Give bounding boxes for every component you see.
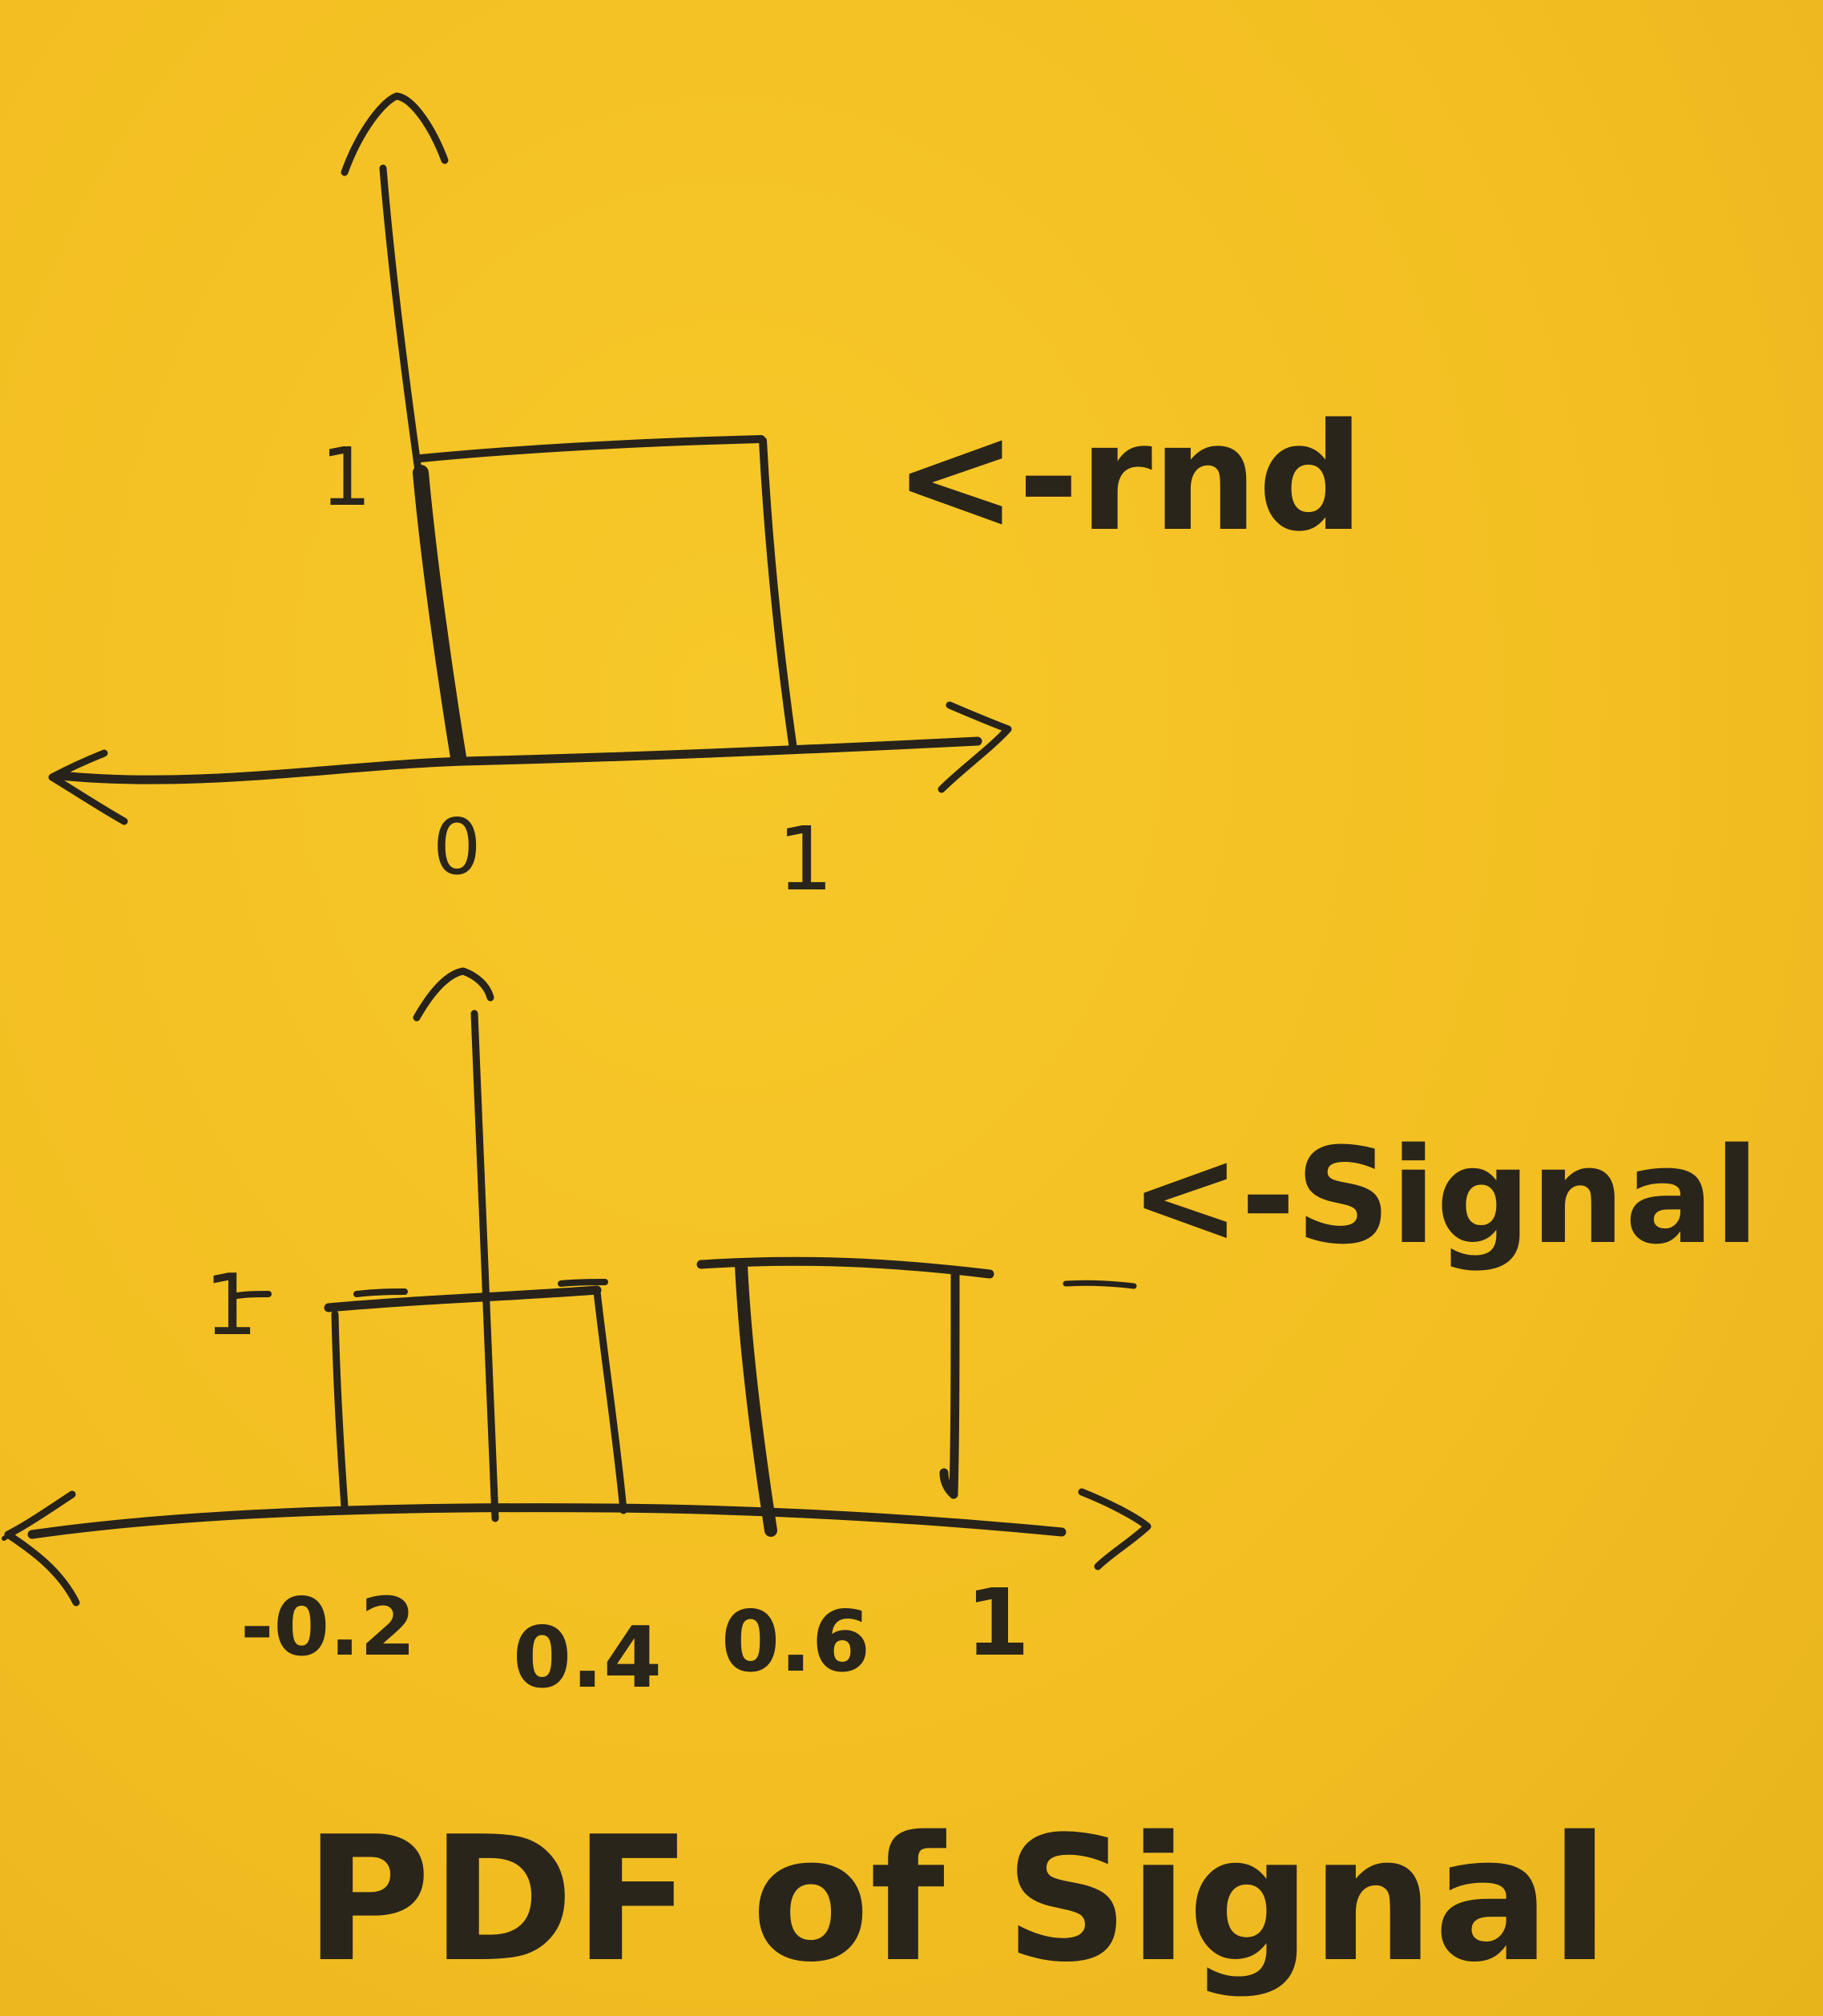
bottom-y-tick-dash [229,1291,272,1300]
bottom-x-tick-0-6: 0.6 [721,1593,870,1691]
bottom-y-tick-label: 1 [204,1256,258,1354]
bottom-x-tick-1: 1 [966,1570,1030,1677]
top-box-top-edge [417,435,765,462]
top-y-tick-label: 1 [321,430,372,524]
bottom-y-axis-arrowhead [413,967,494,1022]
bottom-x-tick-0-4: 0.4 [513,1609,662,1707]
top-box-left-edge [413,465,466,765]
top-x-tick-1: 1 [777,808,833,910]
top-x-axis-right-arrowhead [938,701,1012,793]
bottom-x-axis-left-arrowhead-echo [2,1500,63,1541]
bottom-stray-dash [1063,1280,1137,1289]
top-diagram: 1 0 1 <-rnd [48,92,1364,910]
bottom-box1-top-edge [324,1285,602,1312]
bottom-x-tick-neg-0-2: -0.2 [240,1580,416,1674]
bottom-box2-left-edge [735,1260,777,1537]
top-box-right-edge [759,437,797,753]
bottom-tick-mark-mid [558,1279,608,1287]
bottom-series-label: <-Signal [1130,1119,1760,1273]
bottom-x-axis-right-arrowhead [1078,1488,1151,1570]
top-series-label: <-rnd [893,391,1364,564]
bottom-y-axis [470,1010,499,1522]
bottom-box2-top-edge [696,1256,994,1279]
bottom-diagram: 1 -0.2 0.4 0.6 1 <-Signal [2,967,1760,1707]
bottom-x-axis-left-arrowhead [4,1490,80,1607]
caption: PDF of Signal [305,1799,1609,2000]
bottom-box2-right-hook [939,1468,958,1499]
bottom-box2-right-edge [949,1268,960,1499]
bottom-tick-mark-left [353,1288,408,1297]
bottom-box1-right-edge [593,1288,627,1514]
bottom-x-axis [27,1503,1067,1539]
top-x-axis-left-arrowhead [48,749,128,825]
top-x-tick-0: 0 [433,804,481,892]
top-y-axis-arrowhead [341,92,449,176]
bottom-box1-left-edge [331,1310,349,1510]
top-x-axis [55,736,982,784]
